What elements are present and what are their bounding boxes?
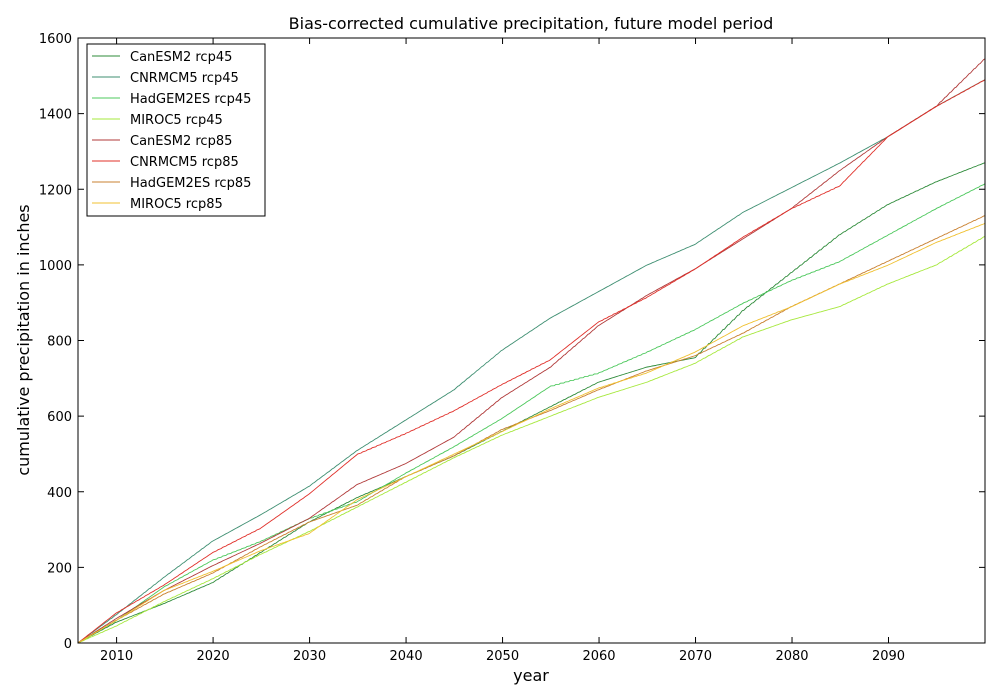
y-tick-label: 400 — [47, 486, 72, 501]
legend-label: HadGEM2ES rcp85 — [130, 176, 251, 191]
legend: CanESM2 rcp45 CNRMCM5 rcp45 HadGEM2ES rcp4… — [86, 43, 266, 217]
series-line-5 — [77, 79, 986, 644]
legend-label: CanESM2 rcp45 — [130, 50, 232, 65]
legend-box — [86, 43, 266, 217]
y-tick-label: 1200 — [39, 183, 72, 198]
y-tick-label: 1400 — [39, 108, 72, 123]
x-tick-label: 2070 — [679, 649, 712, 664]
x-tick-label: 2050 — [486, 649, 519, 664]
series-line-1 — [77, 79, 986, 644]
y-tick-label: 1600 — [39, 32, 72, 47]
y-tick-label: 600 — [47, 410, 72, 425]
y-tick-label: 200 — [47, 561, 72, 576]
series-line-2 — [77, 183, 986, 644]
x-tick-label: 2020 — [197, 649, 230, 664]
series-line-3 — [77, 236, 986, 644]
legend-label: CNRMCM5 rcp85 — [130, 155, 239, 170]
x-axis-ticks: 2010 2020 2030 2040 2050 2060 2070 2080 2090 — [100, 38, 905, 664]
series-layer — [77, 58, 986, 644]
x-tick-label: 2060 — [582, 649, 615, 664]
y-tick-label: 0 — [64, 637, 72, 652]
legend-label: MIROC5 rcp45 — [130, 113, 223, 128]
y-tick-label: 1000 — [39, 259, 72, 274]
legend-label: HadGEM2ES rcp45 — [130, 92, 251, 107]
x-tick-label: 2040 — [390, 649, 423, 664]
series-line-7 — [77, 222, 986, 644]
x-tick-label: 2080 — [775, 649, 808, 664]
y-axis-ticks: 0 200 400 600 800 1000 1200 1400 1600 — [39, 32, 985, 652]
x-tick-label: 2010 — [100, 649, 133, 664]
x-tick-label: 2030 — [293, 649, 326, 664]
legend-label: CNRMCM5 rcp45 — [130, 71, 239, 86]
x-axis-label: year — [513, 666, 549, 685]
y-tick-label: 800 — [47, 335, 72, 350]
series-line-4 — [77, 58, 986, 644]
legend-label: CanESM2 rcp85 — [130, 134, 232, 149]
legend-label: MIROC5 rcp85 — [130, 197, 223, 212]
chart-title: Bias-corrected cumulative precipitation,… — [289, 14, 774, 33]
x-tick-label: 2090 — [872, 649, 905, 664]
series-line-0 — [77, 162, 986, 644]
y-axis-label: cumulative precipitation in inches — [14, 204, 33, 475]
